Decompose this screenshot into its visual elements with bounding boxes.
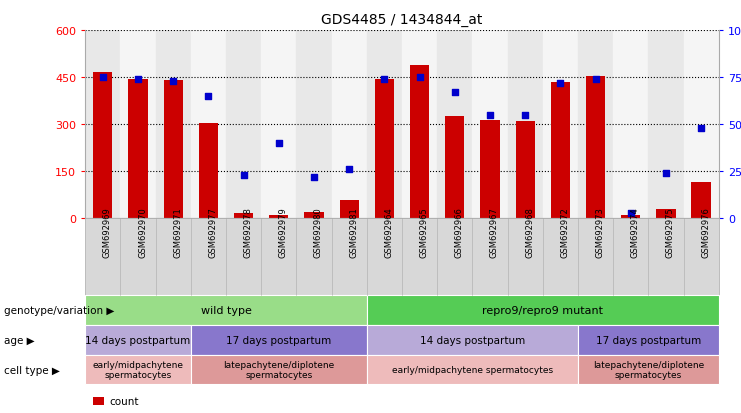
Bar	[691, 183, 711, 219]
Point	[625, 210, 637, 216]
Text: GSM692981: GSM692981	[349, 206, 358, 257]
Bar	[586, 76, 605, 219]
Bar	[367, 295, 719, 325]
Text: GSM692964: GSM692964	[385, 206, 393, 257]
Bar	[551, 83, 570, 219]
Bar	[190, 31, 226, 219]
Bar	[85, 295, 367, 325]
Bar	[375, 80, 394, 219]
Bar	[128, 80, 147, 219]
Text: early/midpachytene
spermatocytes: early/midpachytene spermatocytes	[93, 360, 184, 379]
Point	[590, 76, 602, 83]
Point	[519, 112, 531, 119]
Point	[132, 76, 144, 83]
Text: GSM692970: GSM692970	[138, 206, 147, 257]
Text: repro9/repro9 mutant: repro9/repro9 mutant	[482, 305, 603, 315]
Bar	[683, 31, 719, 219]
Text: wild type: wild type	[201, 305, 251, 315]
Text: 14 days postpartum: 14 days postpartum	[419, 335, 525, 345]
Text: cell type ▶: cell type ▶	[4, 365, 59, 375]
Point	[484, 112, 496, 119]
Text: 17 days postpartum: 17 days postpartum	[596, 335, 701, 345]
Bar	[93, 73, 113, 219]
Point	[273, 140, 285, 147]
Bar	[164, 81, 183, 219]
Bar	[445, 117, 465, 219]
Text: GSM692971: GSM692971	[173, 206, 182, 257]
Point	[97, 75, 109, 81]
Text: GSM692979: GSM692979	[279, 206, 288, 257]
Text: GSM692973: GSM692973	[596, 206, 605, 257]
Point	[167, 78, 179, 85]
Point	[695, 126, 707, 132]
Bar	[402, 31, 437, 219]
Text: GSM692972: GSM692972	[560, 206, 569, 257]
Text: GSM692976: GSM692976	[701, 206, 710, 257]
Text: age ▶: age ▶	[4, 335, 34, 345]
Bar	[480, 120, 499, 219]
Bar	[261, 31, 296, 219]
Bar	[85, 355, 191, 385]
Bar	[578, 355, 719, 385]
Point	[308, 174, 320, 181]
Bar	[156, 31, 190, 219]
Text: GSM692978: GSM692978	[244, 206, 253, 257]
Bar	[85, 31, 120, 219]
Bar	[613, 31, 648, 219]
Bar	[296, 31, 331, 219]
Point	[449, 90, 461, 96]
Text: GSM692974: GSM692974	[631, 206, 639, 257]
Point	[379, 76, 391, 83]
Text: GSM692977: GSM692977	[208, 206, 217, 257]
Bar	[199, 123, 218, 219]
Text: GSM692965: GSM692965	[419, 206, 428, 257]
Text: GSM692980: GSM692980	[314, 206, 323, 257]
Point	[202, 93, 214, 100]
Bar	[542, 31, 578, 219]
Text: early/midpachytene spermatocytes: early/midpachytene spermatocytes	[392, 365, 553, 374]
Text: count: count	[109, 396, 139, 406]
Bar	[410, 65, 429, 219]
Text: GSM692975: GSM692975	[666, 206, 675, 257]
Bar	[234, 213, 253, 219]
Text: 17 days postpartum: 17 days postpartum	[226, 335, 331, 345]
Bar	[305, 213, 324, 219]
Bar	[657, 209, 676, 219]
Text: latepachytene/diplotene
spermatocytes: latepachytene/diplotene spermatocytes	[223, 360, 334, 379]
Bar	[331, 31, 367, 219]
Text: genotype/variation ▶: genotype/variation ▶	[4, 305, 114, 315]
Bar	[339, 200, 359, 219]
Bar	[578, 325, 719, 355]
Text: GSM692968: GSM692968	[525, 206, 534, 257]
Title: GDS4485 / 1434844_at: GDS4485 / 1434844_at	[322, 13, 482, 27]
Bar	[85, 325, 191, 355]
Bar	[508, 31, 542, 219]
Bar	[367, 325, 578, 355]
Bar	[437, 31, 472, 219]
Bar	[516, 122, 535, 219]
Bar	[191, 355, 367, 385]
Text: GSM692969: GSM692969	[103, 206, 112, 257]
Bar	[226, 31, 261, 219]
Bar	[269, 216, 288, 219]
Bar	[648, 31, 683, 219]
Bar	[85, 219, 719, 295]
Bar	[367, 355, 578, 385]
Bar	[472, 31, 508, 219]
Bar	[191, 325, 367, 355]
Bar	[93, 397, 104, 405]
Text: GSM692967: GSM692967	[490, 206, 499, 257]
Bar	[120, 31, 156, 219]
Point	[238, 172, 250, 179]
Point	[660, 171, 672, 177]
Point	[554, 80, 566, 87]
Point	[343, 167, 355, 173]
Bar	[621, 216, 640, 219]
Text: latepachytene/diplotene
spermatocytes: latepachytene/diplotene spermatocytes	[593, 360, 704, 379]
Text: GSM692966: GSM692966	[455, 206, 464, 257]
Bar	[578, 31, 613, 219]
Point	[413, 75, 425, 81]
Bar	[367, 31, 402, 219]
Text: 14 days postpartum: 14 days postpartum	[85, 335, 190, 345]
